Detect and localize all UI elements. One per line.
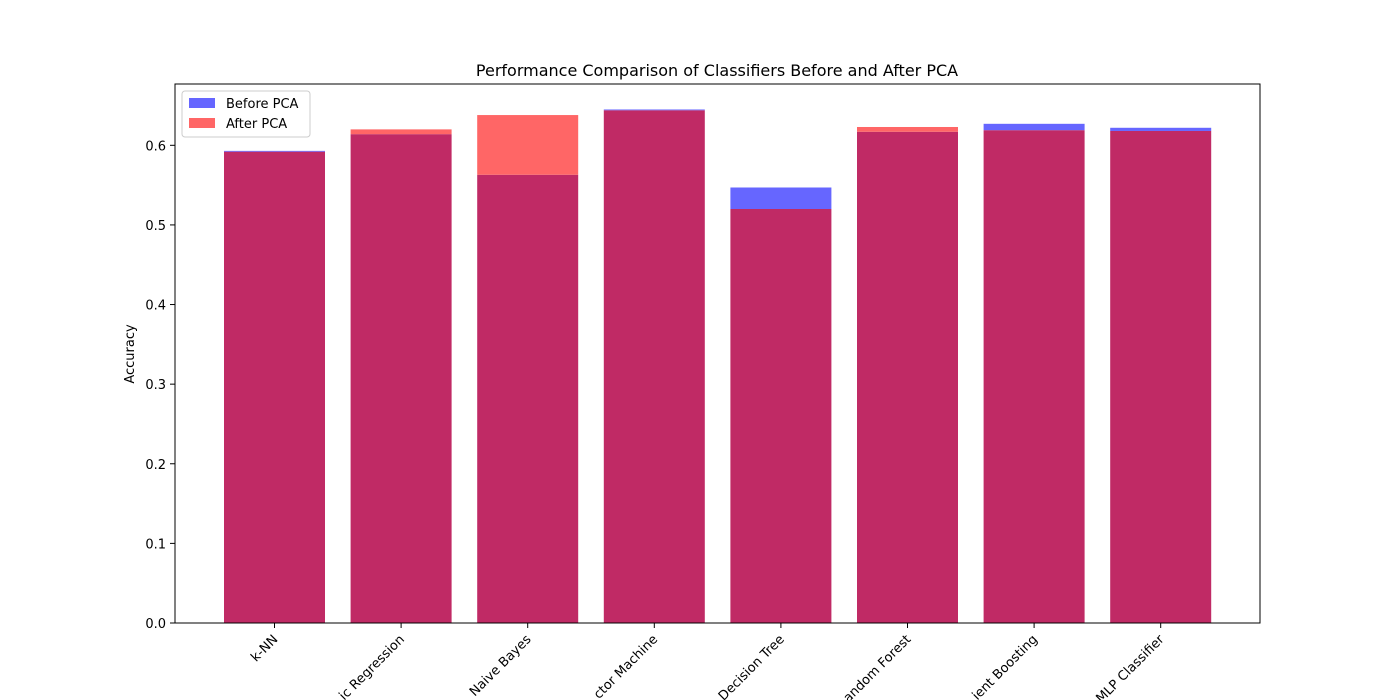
y-tick-label: 0.1 <box>145 537 166 552</box>
legend-swatch-before <box>189 98 215 108</box>
bar-after-pca <box>477 115 579 175</box>
bar-before-pca <box>1110 127 1212 131</box>
x-axis: k-NN ic Regression Naive Bayes ctor Machine… <box>248 623 1168 700</box>
y-tick-label: 0.3 <box>145 378 166 393</box>
y-tick-label: 0.5 <box>145 219 166 234</box>
bar-overlap <box>224 151 325 623</box>
y-axis: 0.0 0.1 0.2 0.3 0.4 0.5 0.6 <box>145 139 175 632</box>
bar-overlap <box>983 130 1085 623</box>
x-tick-label: MLP Classifier <box>1093 632 1168 700</box>
bar-overlap <box>350 134 452 623</box>
bar-after-pca <box>857 126 958 132</box>
x-tick-label: ient Boosting <box>970 632 1041 700</box>
legend-label-after: After PCA <box>226 117 287 132</box>
legend-label-before: Before PCA <box>226 97 299 112</box>
bar-before-pca <box>603 109 705 111</box>
x-tick-label: andom Forest <box>841 632 915 700</box>
x-tick-label: Naive Bayes <box>467 632 535 700</box>
x-tick-label: ctor Machine <box>591 632 661 700</box>
y-tick-label: 0.4 <box>145 299 166 314</box>
bar-overlap <box>1110 130 1212 623</box>
bar-overlap <box>603 110 705 624</box>
legend-swatch-after <box>189 118 215 128</box>
bars-layer <box>224 109 1212 624</box>
legend: Before PCA After PCA <box>181 90 311 138</box>
y-tick-label: 0.0 <box>145 617 166 632</box>
x-tick-label: ic Regression <box>337 632 408 700</box>
y-tick-label: 0.2 <box>145 458 166 473</box>
x-tick-label: Decision Tree <box>716 632 788 700</box>
y-axis-label: Accuracy <box>123 324 138 384</box>
chart-title: Performance Comparison of Classifiers Be… <box>476 61 958 80</box>
bar-before-pca <box>224 150 325 152</box>
bar-overlap <box>730 208 832 623</box>
bar-before-pca <box>730 187 832 209</box>
plot-frame <box>174 83 1261 624</box>
x-tick-label: k-NN <box>248 632 281 665</box>
bar-before-pca <box>983 123 1085 131</box>
bar-overlap <box>477 174 579 623</box>
bar-after-pca <box>350 129 452 135</box>
bar-overlap <box>857 131 958 623</box>
y-tick-label: 0.6 <box>145 139 166 154</box>
